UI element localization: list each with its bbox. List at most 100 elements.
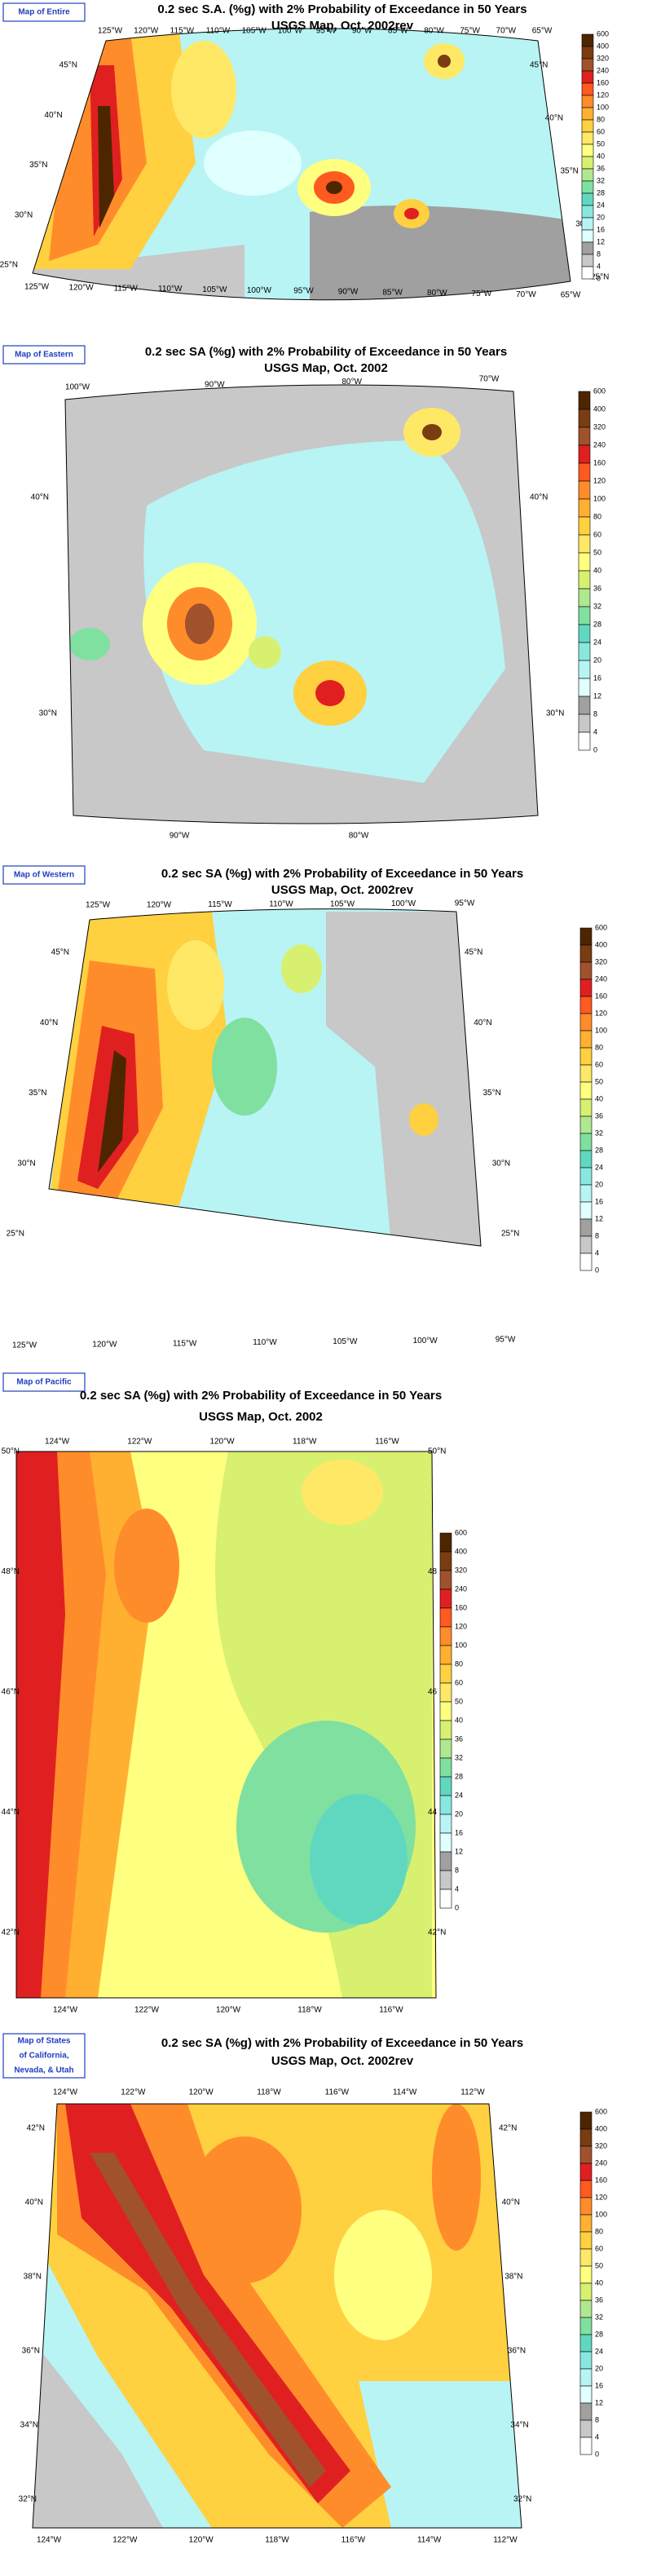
legend-swatch — [579, 2180, 593, 2198]
legend-label: 16 — [595, 2381, 603, 2389]
graticule-label: 34°N — [20, 2421, 38, 2430]
legend-label: 80 — [595, 1043, 603, 1051]
graticule-label: 105°W — [330, 899, 355, 908]
legend-label: 400 — [595, 2124, 607, 2132]
legend-label: 40 — [593, 566, 601, 574]
legend-label: 16 — [593, 674, 601, 682]
legend-label: 8 — [455, 1866, 459, 1874]
map-button-box[interactable] — [2, 2, 86, 22]
legend-swatch — [579, 2300, 593, 2318]
map-button-box[interactable] — [2, 1372, 86, 1392]
graticule-label: 85°W — [382, 288, 403, 297]
map-button[interactable]: Map of Eastern — [2, 345, 86, 365]
graticule-label: 40°N — [474, 1018, 491, 1027]
map-button-label[interactable]: of California, — [19, 2052, 68, 2061]
legend-label: 32 — [597, 176, 605, 184]
legend-label: 400 — [597, 42, 609, 50]
legend-swatch — [579, 2317, 593, 2335]
map-button-label[interactable]: Map of Entire — [18, 8, 70, 17]
map-button-box[interactable] — [2, 865, 86, 885]
map-button[interactable]: Map of Pacific — [2, 1372, 86, 1392]
graticule-label: 105°W — [242, 27, 267, 36]
legend-label: 40 — [595, 1094, 603, 1102]
legend-label: 32 — [595, 1129, 603, 1137]
graticule-label: 80°W — [341, 378, 362, 387]
map-button-label[interactable]: Map of Pacific — [16, 1378, 72, 1387]
legend-label: 20 — [455, 1809, 463, 1818]
legend-label: 12 — [595, 1214, 603, 1222]
map-western-art — [48, 908, 482, 1247]
legend-swatch — [579, 2163, 593, 2181]
legend-swatch — [578, 426, 591, 446]
graticule-label: 114°W — [393, 2088, 417, 2097]
graticule-label: 114°W — [417, 2536, 442, 2545]
graticule-label: 112°W — [493, 2536, 518, 2545]
legend-label: 32 — [593, 602, 601, 610]
legend-swatch — [578, 534, 591, 554]
map-button[interactable]: Map of States of California, Nevada, & Uta… — [2, 2033, 86, 2079]
legend-swatch — [581, 229, 594, 243]
legend-swatch — [578, 642, 591, 661]
legend-swatch — [579, 2368, 593, 2387]
legend-swatch — [579, 927, 593, 946]
graticule-label: 42°N — [499, 2124, 517, 2133]
map-entire-art — [32, 28, 571, 301]
map-section: Map of States of California, Nevada, & Uta… — [2, 2033, 607, 2545]
legend-swatch — [578, 409, 591, 428]
map-button-box[interactable] — [2, 2033, 86, 2079]
legend-label: 36 — [593, 584, 601, 592]
legend-label: 120 — [595, 2193, 607, 2201]
legend-swatch — [578, 624, 591, 643]
map-button-label[interactable]: Map of Eastern — [15, 351, 73, 360]
map-subtitle: USGS Map, Oct. 2002rev — [271, 19, 414, 33]
graticule-label: 122°W — [112, 2536, 138, 2545]
graticule-label: 100°W — [278, 27, 303, 36]
graticule-label: 110°W — [158, 285, 183, 294]
legend-swatch — [579, 944, 593, 963]
map-pacific-art — [15, 1451, 437, 1999]
legend-label: 36 — [597, 164, 605, 172]
legend-swatch — [439, 1664, 452, 1684]
map-title: 0.2 sec SA (%g) with 2% Probability of E… — [145, 345, 507, 359]
legend: 6004003202401601201008060504036322824201… — [581, 29, 609, 282]
legend-swatch — [581, 95, 594, 108]
legend-swatch — [579, 2265, 593, 2284]
legend-label: 28 — [455, 1772, 463, 1780]
legend-swatch — [581, 46, 594, 60]
graticule-label: 38°N — [24, 2273, 42, 2282]
map-subtitle: USGS Map, Oct. 2002 — [199, 1410, 323, 1424]
legend-swatch — [578, 731, 591, 751]
graticule-label: 105°W — [333, 1337, 358, 1346]
legend-label: 0 — [597, 274, 601, 282]
legend-label: 0 — [595, 1266, 599, 1274]
legend-swatch — [439, 1776, 452, 1796]
legend-swatch — [579, 1133, 593, 1151]
legend-swatch — [581, 82, 594, 96]
legend-swatch — [439, 1701, 452, 1721]
graticule-label: 75°W — [460, 27, 480, 36]
map-button-label[interactable]: Nevada, & Utah — [14, 2066, 73, 2075]
graticule-label: 116°W — [379, 2006, 403, 2015]
legend-swatch — [439, 1889, 452, 1909]
graticule-label: 118°W — [297, 2006, 322, 2015]
map-button[interactable]: Map of Western — [2, 865, 86, 885]
graticule-label: 35°N — [483, 1089, 501, 1098]
graticule-label: 120°W — [189, 2536, 214, 2545]
map-button[interactable]: Map of Entire — [2, 2, 86, 22]
legend-label: 400 — [455, 1547, 467, 1555]
legend-label: 240 — [595, 2158, 607, 2167]
map-button-label[interactable]: Map of States — [17, 2037, 70, 2046]
legend-label: 120 — [597, 91, 609, 99]
hazard-surface — [16, 1451, 436, 1998]
legend-label: 28 — [593, 620, 601, 628]
graticule-label: 32°N — [513, 2495, 531, 2504]
legend-swatch — [581, 107, 594, 121]
graticule-label: 100°W — [413, 1337, 438, 1345]
legend-swatch — [579, 1218, 593, 1237]
legend-swatch — [579, 2402, 593, 2421]
graticule-label: 34°N — [510, 2421, 528, 2430]
map-button-box[interactable] — [2, 345, 86, 365]
legend-label: 160 — [597, 78, 609, 86]
map-button-label[interactable]: Map of Western — [14, 871, 74, 880]
graticule-label: 70°W — [516, 290, 536, 299]
